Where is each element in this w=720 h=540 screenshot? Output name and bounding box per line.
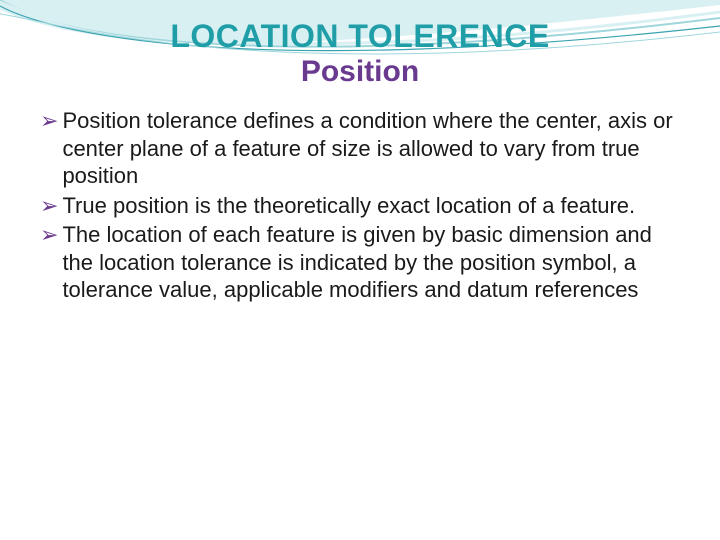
chevron-right-icon: ➢: [40, 107, 58, 135]
chevron-right-icon: ➢: [40, 192, 58, 220]
chevron-right-icon: ➢: [40, 221, 58, 249]
bullet-text: True position is the theoretically exact…: [62, 192, 680, 220]
list-item: ➢ True position is the theoretically exa…: [40, 192, 680, 220]
list-item: ➢ The location of each feature is given …: [40, 221, 680, 304]
bullet-text: The location of each feature is given by…: [62, 221, 680, 304]
slide-title: LOCATION TOLERENCE: [0, 18, 720, 55]
bullet-text: Position tolerance defines a condition w…: [62, 107, 680, 190]
list-item: ➢ Position tolerance defines a condition…: [40, 107, 680, 190]
slide-subtitle: Position: [0, 55, 720, 89]
content-area: ➢ Position tolerance defines a condition…: [0, 89, 720, 304]
